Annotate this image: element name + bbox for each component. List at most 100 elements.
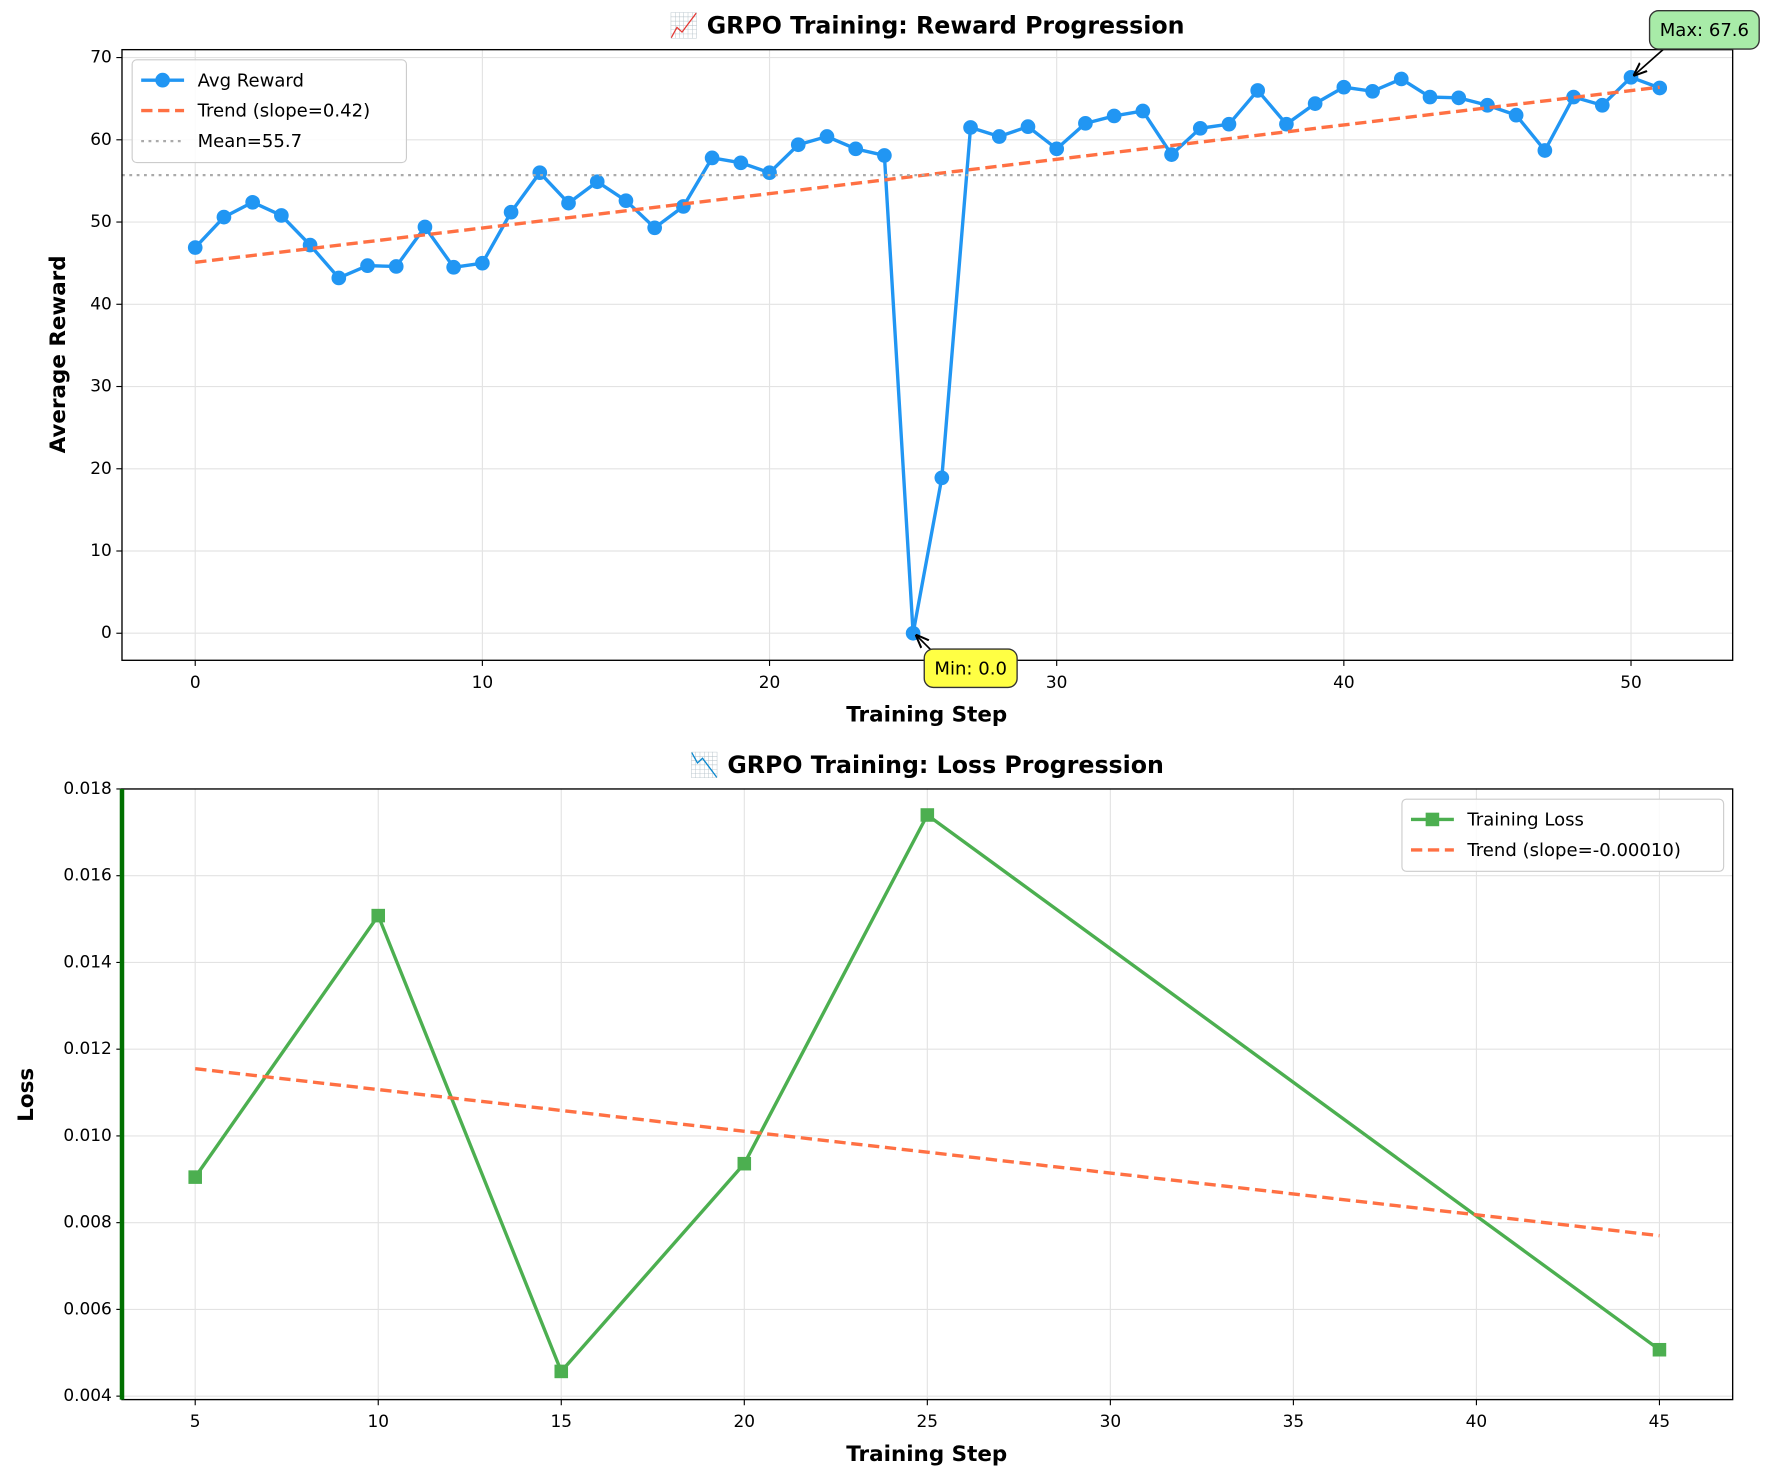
x-tick-label: 40	[1466, 1411, 1488, 1431]
marker	[963, 120, 978, 135]
annotation-box	[1648, 10, 1760, 50]
annotation-label: Max: 67.6	[1660, 20, 1749, 41]
marker	[790, 137, 806, 153]
annotation-box	[923, 648, 1018, 689]
x-tick-label: 35	[1283, 1411, 1305, 1431]
marker	[1623, 69, 1639, 85]
marker	[618, 193, 634, 208]
annotation: Min: 0.0	[923, 648, 1018, 689]
marker	[1307, 96, 1323, 111]
marker	[1078, 116, 1093, 131]
marker	[647, 220, 663, 236]
marker	[1164, 147, 1179, 162]
marker	[1336, 79, 1352, 95]
marker	[920, 808, 935, 822]
chart-title: 📉 GRPO Training: Loss Progression	[690, 751, 1164, 779]
y-tick-label: 10	[90, 540, 112, 560]
marker	[503, 204, 519, 220]
marker	[1365, 83, 1380, 99]
marker	[561, 195, 576, 211]
marker	[934, 470, 950, 486]
marker	[1508, 107, 1524, 123]
y-tick-label: 30	[90, 376, 112, 396]
y-tick-label: 60	[90, 129, 112, 149]
marker	[1250, 83, 1266, 98]
marker	[216, 209, 232, 225]
y-tick-label: 40	[90, 293, 112, 313]
x-tick-label: 10	[472, 672, 494, 692]
marker	[1106, 108, 1122, 124]
legend-label: Training Loss	[1466, 810, 1584, 831]
marker	[1594, 97, 1610, 113]
marker	[877, 148, 892, 163]
x-axis-label: Training Step	[846, 1442, 1007, 1467]
marker	[1480, 97, 1495, 113]
marker	[360, 258, 375, 273]
legend-label: Trend (slope=0.42)	[197, 101, 371, 122]
y-tick-label: 0.006	[63, 1298, 111, 1318]
x-tick-label: 50	[1620, 672, 1642, 692]
marker	[737, 1156, 752, 1171]
legend-box	[131, 59, 407, 164]
x-tick-label: 0	[190, 672, 201, 692]
marker	[1221, 116, 1237, 132]
y-tick-label: 0	[101, 622, 112, 642]
y-tick-label: 0.008	[63, 1212, 111, 1232]
annotation: Max: 67.6	[1648, 10, 1760, 50]
marker	[554, 1364, 569, 1379]
annotation-label: Min: 0.0	[934, 658, 1007, 679]
marker	[1451, 90, 1467, 106]
legend-label: Avg Reward	[198, 70, 304, 91]
marker	[676, 199, 691, 214]
x-tick-label: 15	[550, 1411, 572, 1431]
marker	[187, 240, 203, 255]
x-tick-label: 20	[759, 672, 781, 692]
marker	[475, 255, 490, 271]
marker	[1135, 103, 1151, 119]
legend-label: Mean=55.7	[198, 131, 302, 152]
x-axis-label: Training Step	[846, 703, 1007, 728]
y-tick-label: 0.016	[63, 865, 111, 885]
annotation-arrow	[1634, 47, 1666, 75]
marker	[371, 908, 386, 923]
marker	[848, 141, 864, 157]
marker	[188, 1170, 202, 1184]
y-tick-label: 0.004	[63, 1385, 111, 1405]
marker	[1393, 71, 1409, 87]
marker	[991, 129, 1007, 144]
marker	[1049, 141, 1065, 157]
legend-label: Trend (slope=-0.00010)	[1466, 840, 1681, 861]
marker	[589, 174, 605, 190]
legend-marker	[155, 72, 170, 88]
y-tick-label: 0.010	[63, 1125, 111, 1145]
marker	[704, 150, 720, 166]
x-tick-label: 10	[367, 1411, 389, 1431]
marker	[417, 219, 433, 235]
y-tick-label: 0.014	[63, 951, 111, 971]
x-tick-label: 30	[1100, 1411, 1122, 1431]
y-tick-label: 0.018	[63, 778, 111, 798]
marker	[819, 129, 835, 144]
x-tick-label: 20	[734, 1411, 756, 1431]
marker	[1020, 119, 1036, 134]
series-line	[195, 1067, 1660, 1238]
marker	[1192, 120, 1208, 136]
marker	[1279, 116, 1294, 132]
y-tick-label: 70	[90, 47, 112, 67]
y-tick-label: 50	[90, 211, 112, 231]
marker	[1566, 89, 1581, 105]
x-tick-label: 30	[1046, 672, 1068, 692]
marker	[245, 194, 260, 210]
series-line	[193, 75, 1661, 634]
y-tick-label: 0.012	[63, 1038, 111, 1058]
marker	[532, 165, 548, 181]
marker	[1422, 89, 1438, 105]
y-tick-label: 20	[90, 458, 112, 478]
marker	[446, 259, 461, 275]
annotation-arrow	[916, 635, 932, 651]
marker	[1537, 143, 1553, 158]
series-line	[193, 812, 1661, 1375]
x-tick-label: 25	[917, 1411, 939, 1431]
legend-box	[1401, 798, 1725, 872]
